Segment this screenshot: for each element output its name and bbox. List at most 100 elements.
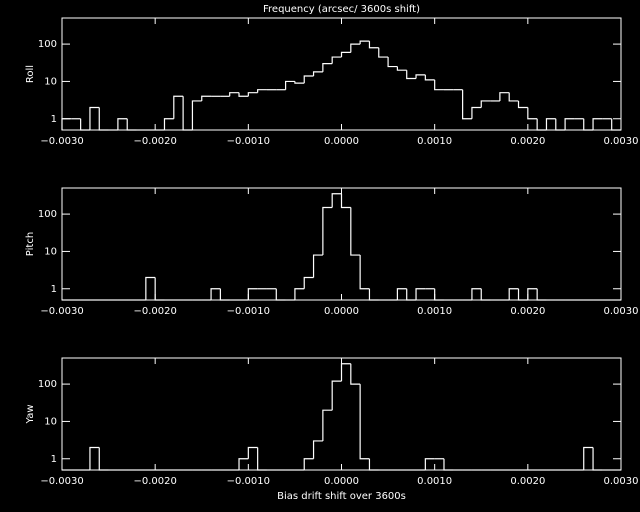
y-tick-label: 1: [51, 114, 57, 125]
histogram-bar: [471, 106, 482, 119]
histogram-bar: [340, 51, 351, 58]
histogram-bar: [480, 288, 491, 301]
histogram-bar: [98, 107, 109, 131]
histogram-bar: [350, 43, 361, 53]
x-tick-label: 0.0020: [510, 306, 545, 317]
x-tick-label: 0.0010: [417, 476, 452, 487]
histogram-bar: [527, 288, 538, 300]
histogram-bar: [126, 118, 137, 131]
histogram-bar: [424, 74, 435, 81]
histogram-bar: [247, 446, 258, 459]
histogram-bar: [396, 66, 407, 71]
histogram-bar: [406, 288, 417, 301]
x-tick-label: 0.0000: [324, 476, 359, 487]
y-tick-label: 1: [51, 284, 57, 295]
histogram-bar: [89, 446, 100, 470]
histogram-bar: [182, 96, 193, 131]
histogram-bar: [331, 56, 342, 64]
histogram-bar: [89, 106, 100, 130]
histogram-bar: [378, 47, 389, 58]
histogram-bar: [517, 100, 528, 109]
histogram-bar: [275, 288, 286, 301]
histogram-bar: [285, 80, 295, 90]
histogram-bar: [238, 92, 249, 97]
histogram-bar: [303, 75, 314, 84]
x-tick-label: 0.0010: [417, 136, 452, 147]
histogram-bar: [499, 92, 510, 101]
x-tick-label: −0.0010: [227, 306, 270, 317]
histogram-bar: [480, 100, 491, 108]
histogram-bar: [229, 92, 240, 97]
y-tick-label: 100: [38, 39, 57, 50]
x-tick-label: 0.0000: [324, 306, 359, 317]
histogram-bar: [415, 74, 426, 79]
histogram-bar: [536, 118, 547, 131]
histogram-bar: [434, 288, 444, 301]
histogram-bar: [331, 193, 342, 208]
histogram-bar: [163, 118, 174, 130]
histogram-bar: [387, 57, 398, 68]
histogram-bar: [219, 288, 230, 301]
histogram-bar: [350, 363, 361, 385]
histogram-bar: [80, 118, 90, 131]
histogram-bar: [294, 288, 305, 300]
y-axis-title: Pitch: [25, 232, 36, 256]
histogram-bar: [312, 254, 323, 278]
x-tick-label: −0.0010: [227, 136, 270, 147]
x-tick-label: −0.0030: [40, 306, 83, 317]
histogram-bar: [462, 89, 472, 120]
histogram-bar: [368, 41, 379, 49]
y-axis-title: Roll: [25, 65, 36, 83]
histogram-bar: [406, 70, 417, 80]
histogram-bar: [322, 206, 333, 256]
histogram-bar: [359, 255, 370, 290]
histogram-bar: [210, 288, 221, 300]
x-tick-label: 0.0030: [604, 476, 639, 487]
histogram-bar: [247, 288, 258, 300]
histogram-bar: [98, 447, 109, 471]
histogram-bar: [611, 118, 621, 131]
y-axis-title: Yaw: [25, 404, 36, 424]
histogram-bar: [359, 40, 370, 45]
x-tick-label: −0.0020: [133, 136, 176, 147]
histogram-bar: [517, 288, 528, 301]
histogram-bar: [312, 71, 323, 76]
histogram-bar: [564, 118, 575, 130]
histogram-bar: [536, 288, 547, 301]
histogram-bar: [434, 79, 444, 91]
histogram-bar: [117, 118, 128, 130]
x-tick-label: 0.0020: [510, 476, 545, 487]
histogram-bar: [583, 118, 594, 131]
x-axis-title: Bias drift shift over 3600s: [277, 491, 406, 502]
y-tick-label: 100: [38, 379, 57, 390]
y-tick-label: 1: [51, 454, 57, 465]
histogram-bar: [368, 458, 379, 471]
histogram-bar: [247, 92, 258, 97]
histogram-bar: [359, 384, 370, 460]
x-tick-label: 0.0030: [604, 306, 639, 317]
histogram-bar: [340, 363, 351, 382]
histogram-bar: [443, 458, 454, 471]
x-tick-label: 0.0030: [604, 136, 639, 147]
histogram-bar: [396, 288, 407, 300]
x-tick-label: −0.0020: [133, 306, 176, 317]
histogram-bar: [312, 440, 323, 459]
histogram-bar: [303, 458, 314, 470]
histogram-bar: [145, 276, 156, 300]
y-tick-label: 10: [44, 76, 57, 87]
histogram-bar: [173, 95, 184, 119]
histogram-bar: [424, 458, 435, 470]
x-tick-label: −0.0030: [40, 476, 83, 487]
x-tick-label: −0.0020: [133, 476, 176, 487]
x-tick-label: −0.0030: [40, 136, 83, 147]
y-tick-label: 10: [44, 416, 57, 427]
histogram-bar: [322, 409, 333, 441]
x-tick-label: 0.0000: [324, 136, 359, 147]
histogram-bar: [545, 118, 556, 130]
histogram-bar: [527, 107, 538, 120]
histogram-bar: [368, 288, 379, 301]
histogram-bar: [508, 288, 519, 300]
plot-frame: [61, 17, 622, 131]
histogram-bar: [471, 288, 482, 300]
histogram-bar: [592, 447, 603, 471]
